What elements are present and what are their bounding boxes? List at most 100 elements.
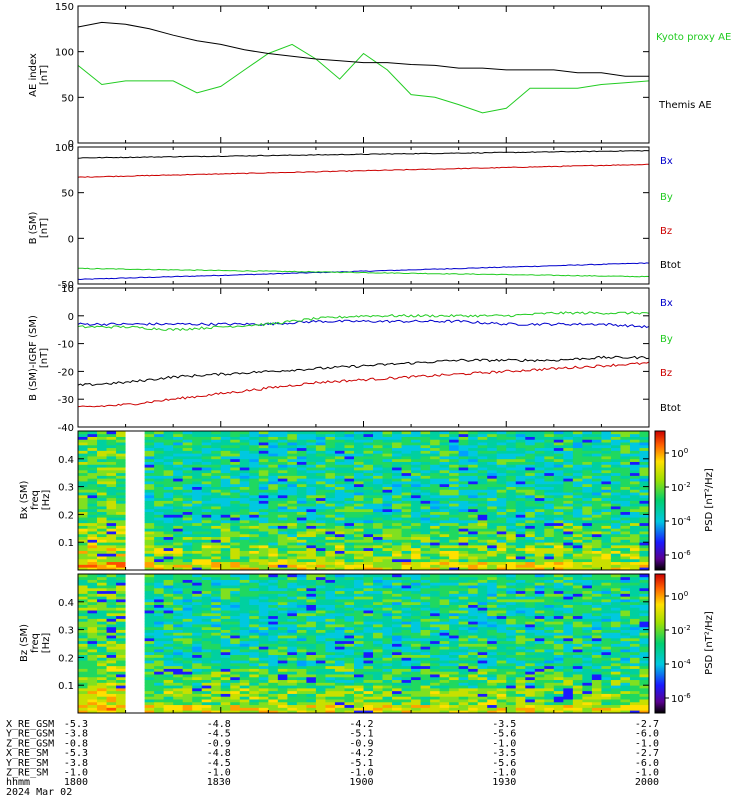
spec-cell <box>563 469 574 474</box>
spec-cell <box>553 553 564 557</box>
spec-cell <box>544 453 555 457</box>
spec-cell <box>87 439 98 443</box>
spec-cell <box>116 483 126 487</box>
spec-cell <box>382 604 393 608</box>
spec-cell <box>182 660 193 664</box>
spec-cell <box>173 601 184 605</box>
spec-cell <box>411 660 421 664</box>
spec-cell <box>353 478 364 482</box>
spec-cell <box>525 525 536 529</box>
spec-cell <box>392 494 402 499</box>
spec-cell <box>201 567 212 571</box>
spec-cell <box>87 657 98 661</box>
spec-cell <box>97 536 107 540</box>
spec-cell <box>97 503 107 507</box>
spec-cell <box>401 503 412 507</box>
spec-cell <box>487 469 498 474</box>
spec-cell <box>154 601 165 605</box>
spec-cell <box>591 519 602 524</box>
spec-cell <box>230 539 241 543</box>
spec-cell <box>154 550 165 554</box>
spec-cell <box>201 640 212 644</box>
spec-cell <box>582 453 593 457</box>
spec-cell <box>268 478 279 482</box>
spec-cell <box>249 668 260 672</box>
spec-cell <box>430 433 441 437</box>
spec-cell <box>334 508 345 513</box>
spec-cell <box>468 506 479 510</box>
spec-cell <box>306 707 317 711</box>
spec-cell <box>591 467 602 471</box>
spec-cell <box>525 447 536 451</box>
spec-cell <box>78 567 88 571</box>
spec-cell <box>78 699 88 703</box>
spec-cell <box>382 687 393 692</box>
spec-cell <box>125 500 136 504</box>
spec-cell <box>87 442 98 446</box>
spec-cell <box>296 582 307 586</box>
spec-cell <box>154 533 165 538</box>
spec-cell <box>192 693 203 697</box>
spec-cell <box>249 519 260 524</box>
spec-cell <box>78 436 88 440</box>
spec-cell <box>458 511 469 515</box>
spec-cell <box>163 587 174 592</box>
spec-cell <box>315 467 326 471</box>
spec-cell <box>620 489 631 493</box>
spec-cell <box>201 621 212 625</box>
spec-cell <box>296 662 307 667</box>
spec-cell <box>106 550 117 554</box>
spec-cell <box>277 640 288 644</box>
spec-cell <box>249 525 260 529</box>
spec-cell <box>411 533 421 538</box>
spec-cell <box>496 486 507 490</box>
spec-cell <box>430 442 441 446</box>
spec-cell <box>125 536 136 540</box>
spec-cell <box>353 624 364 628</box>
spec-cell <box>258 593 269 597</box>
spec-cell <box>296 643 307 647</box>
spec-cell <box>135 550 146 554</box>
spec-cell <box>306 433 317 437</box>
spec-cell <box>411 497 421 501</box>
spec-cell <box>582 533 593 538</box>
spec-cell <box>125 640 136 644</box>
spec-cell <box>296 601 307 605</box>
spec-cell <box>582 436 593 440</box>
spec-cell <box>116 497 126 501</box>
spec-cell <box>97 472 107 476</box>
spec-cell <box>220 431 231 435</box>
spec-cell <box>230 693 241 697</box>
spec-cell <box>211 671 222 675</box>
spec-cell <box>344 593 355 597</box>
spec-cell <box>154 696 165 700</box>
spec-cell <box>116 536 126 540</box>
spec-cell <box>220 676 231 681</box>
spec-cell <box>249 612 260 617</box>
spec-cell <box>487 461 498 465</box>
spec-cell <box>258 601 269 605</box>
spec-cell <box>477 503 488 507</box>
spec-cell <box>468 539 479 543</box>
spec-cell <box>525 542 536 546</box>
spec-cell <box>534 481 545 485</box>
spec-cell <box>325 533 336 538</box>
spec-cell <box>344 604 355 608</box>
spec-cell <box>601 431 612 435</box>
spec-cell <box>87 544 98 549</box>
spec-cell <box>78 556 88 560</box>
spec-cell <box>258 450 269 454</box>
spec-cell <box>544 433 555 437</box>
spec-cell <box>78 587 88 592</box>
spec-cell <box>325 547 336 551</box>
spec-cell <box>182 489 193 493</box>
spec-cell <box>382 564 393 568</box>
spec-cell <box>249 676 260 681</box>
spec-cell <box>363 542 374 546</box>
spec-cell <box>211 458 222 462</box>
spec-cell <box>106 699 117 703</box>
spec-cell <box>591 547 602 551</box>
spec-cell <box>287 643 298 647</box>
spec-cell <box>439 544 450 549</box>
spec-cell <box>249 599 260 603</box>
